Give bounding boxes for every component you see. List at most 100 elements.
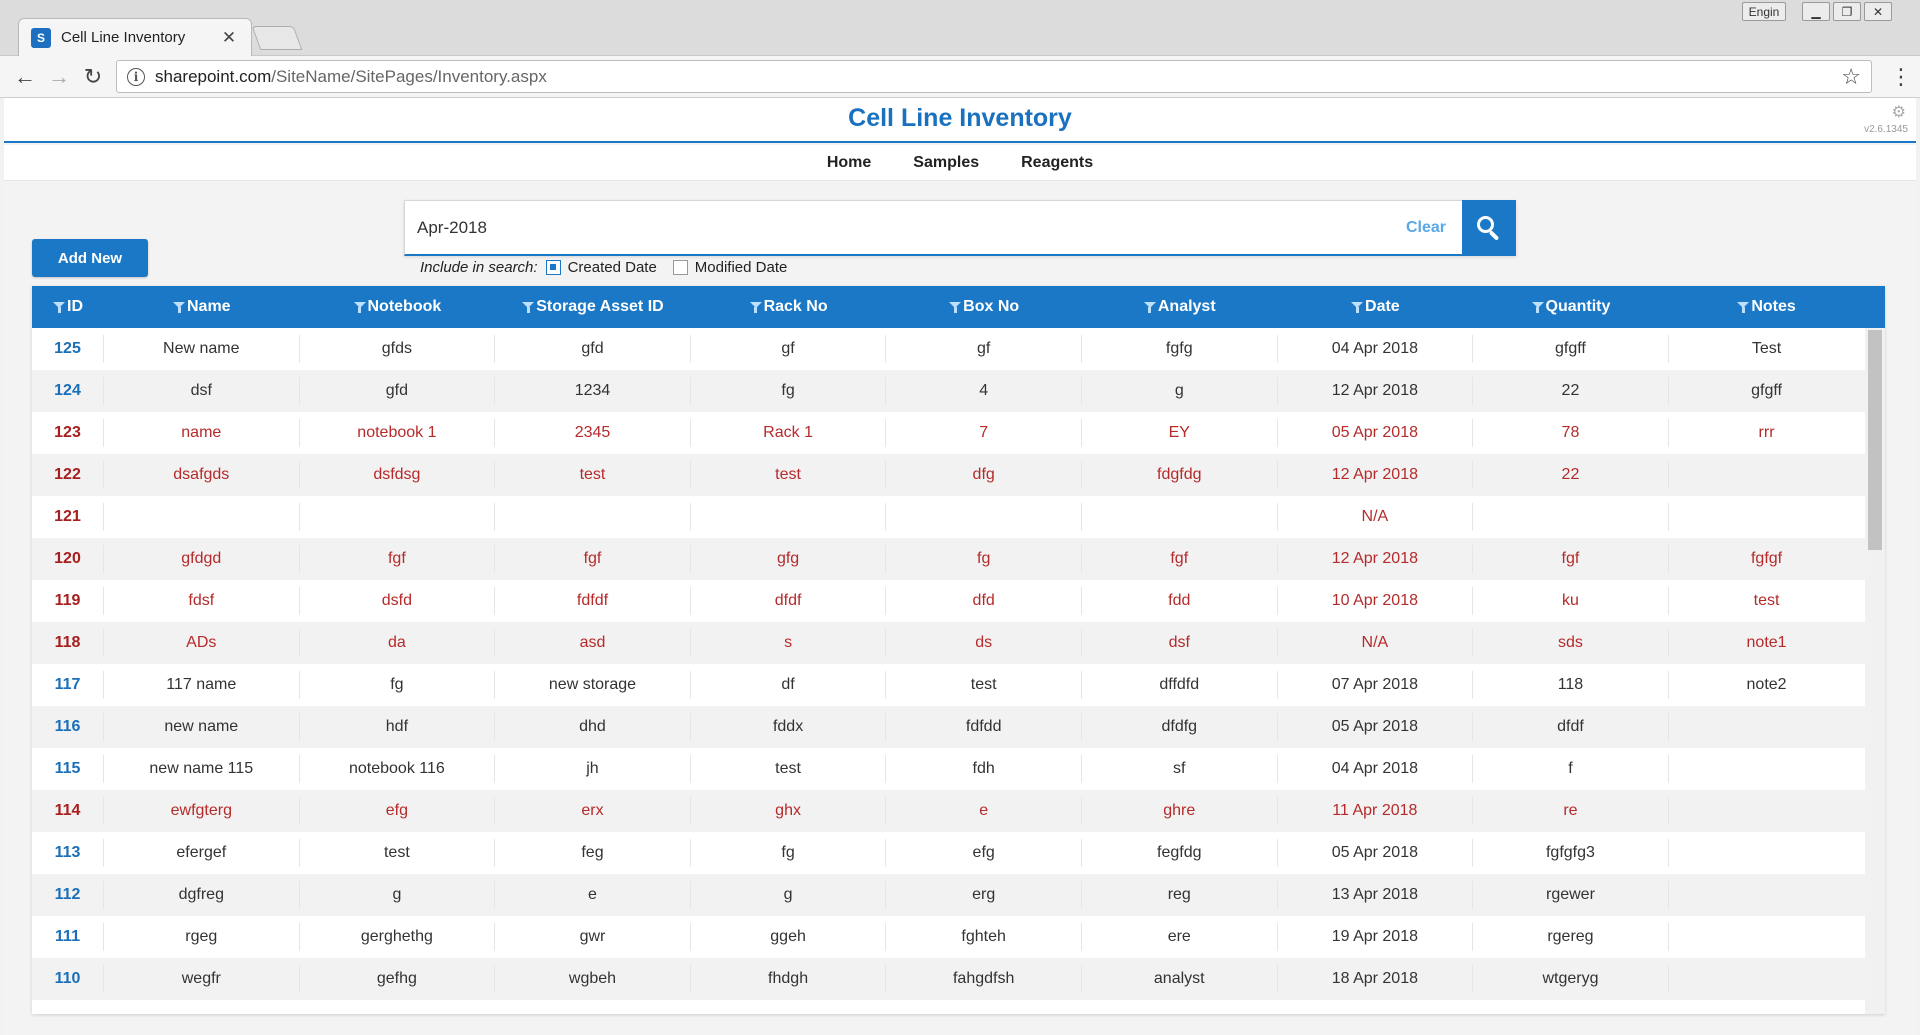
scrollbar-thumb[interactable] <box>1868 330 1882 550</box>
minimize-icon[interactable]: ▁ <box>1802 2 1830 21</box>
table-row[interactable]: 119 fdsf dsfd fdfdf dfdf dfd fdd 10 Apr 2018 ku t… <box>32 580 1865 622</box>
column-header-name[interactable]: Name <box>104 298 300 316</box>
clear-search-link[interactable]: Clear <box>1406 219 1447 236</box>
cell-name: name <box>104 419 300 447</box>
cell-id[interactable]: 112 <box>32 881 104 909</box>
table-row[interactable]: 122 dsafgds dsfdsg test test dfg fdgfdg 12 Apr … <box>32 454 1865 496</box>
cell-id[interactable]: 125 <box>32 335 104 363</box>
url-host: sharepoint.com <box>155 66 272 86</box>
table-row[interactable]: 113 efergef test feg fg efg fegfdg 05 Apr 2018 f… <box>32 832 1865 874</box>
filter-icon[interactable] <box>1351 301 1364 313</box>
address-bar[interactable]: i sharepoint.com/SiteName/SitePages/Inve… <box>116 60 1872 93</box>
close-tab-icon[interactable]: ✕ <box>221 27 237 47</box>
column-header-notebook[interactable]: Notebook <box>300 298 496 316</box>
cell-name: new name <box>104 713 300 741</box>
back-arrow-icon[interactable]: ← <box>14 64 36 89</box>
cell-id[interactable]: 115 <box>32 755 104 783</box>
cell-name: New name <box>104 335 300 363</box>
new-tab-button[interactable] <box>251 26 303 50</box>
nav-home[interactable]: Home <box>826 154 872 171</box>
filter-icon[interactable] <box>749 301 762 313</box>
filter-icon[interactable] <box>53 301 65 313</box>
column-label: Storage Asset ID <box>536 298 664 315</box>
cell-box: ds <box>886 629 1082 657</box>
browser-tab[interactable]: S Cell Line Inventory ✕ <box>18 18 252 56</box>
search-button[interactable] <box>1462 200 1516 256</box>
cell-quantity: dfdf <box>1473 713 1669 741</box>
cell-id[interactable]: 114 <box>32 797 104 825</box>
filter-icon[interactable] <box>173 301 185 313</box>
table-row[interactable]: 111 rgeg gerghethg gwr ggeh fghteh ere 19 Apr 2… <box>32 916 1865 958</box>
column-label: Box No <box>963 298 1020 315</box>
table-row[interactable]: 114 ewfgterg efg erx ghx e ghre 11 Apr 2018 re <box>32 790 1865 832</box>
cell-notebook: test <box>300 839 496 867</box>
table-row[interactable]: 118 ADs da asd s ds dsf N/A sds note1 <box>32 622 1865 664</box>
language-button[interactable]: Engin <box>1742 2 1786 21</box>
cell-storage: e <box>495 881 691 909</box>
table-scrollbar[interactable] <box>1865 328 1885 1014</box>
cell-notebook: da <box>300 629 496 657</box>
column-header-quantity[interactable]: Quantity <box>1473 298 1669 316</box>
info-icon[interactable]: i <box>127 67 145 86</box>
filter-icon[interactable] <box>1531 301 1544 313</box>
close-window-icon[interactable]: ✕ <box>1864 2 1892 21</box>
cell-id[interactable]: 121 <box>32 503 104 531</box>
cell-id[interactable]: 119 <box>32 587 104 615</box>
reload-icon[interactable]: ↻ <box>83 64 103 89</box>
table-row[interactable]: 112 dgfreg g e g erg reg 13 Apr 2018 rgewer <box>32 874 1865 916</box>
cell-name: efergef <box>104 839 300 867</box>
cell-id[interactable]: 123 <box>32 419 104 447</box>
table-row[interactable]: 117 117 name fg new storage df test dffdfd 07 A… <box>32 664 1865 706</box>
cell-box: fg <box>886 545 1082 573</box>
cell-id[interactable]: 118 <box>32 629 104 657</box>
bookmark-star-icon[interactable]: ☆ <box>1841 63 1861 89</box>
cell-rack: Rack 1 <box>691 419 887 447</box>
column-header-date[interactable]: Date <box>1278 298 1474 316</box>
cell-id[interactable]: 120 <box>32 545 104 573</box>
filter-icon[interactable] <box>1737 301 1750 313</box>
cell-name: dsf <box>104 377 300 405</box>
table-row[interactable]: 121 N/A <box>32 496 1865 538</box>
forward-arrow-icon[interactable]: → <box>48 64 70 89</box>
cell-rack: ghx <box>691 797 887 825</box>
cell-id[interactable]: 113 <box>32 839 104 867</box>
filter-icon[interactable] <box>1143 301 1156 313</box>
table-row[interactable]: 123 name notebook 1 2345 Rack 1 7 EY 05 Apr 201… <box>32 412 1865 454</box>
column-header-box-no[interactable]: Box No <box>886 298 1082 316</box>
nav-reagents[interactable]: Reagents <box>1021 154 1094 171</box>
gear-icon[interactable]: ⚙ <box>1891 104 1906 121</box>
column-header-storage-asset-id[interactable]: Storage Asset ID <box>495 298 691 316</box>
filter-icon[interactable] <box>522 301 535 313</box>
restore-icon[interactable]: ❐ <box>1833 2 1861 21</box>
cell-id[interactable]: 122 <box>32 461 104 489</box>
nav-samples[interactable]: Samples <box>913 154 980 171</box>
cell-box: gf <box>886 335 1082 363</box>
add-new-button[interactable]: Add New <box>32 239 148 277</box>
search-input[interactable] <box>405 201 1405 255</box>
column-header-analyst[interactable]: Analyst <box>1082 298 1278 316</box>
table-row[interactable]: 116 new name hdf dhd fddx fdfdd dfdfg 05 Apr 20… <box>32 706 1865 748</box>
cell-notebook: gfds <box>300 335 496 363</box>
table-row[interactable]: 120 gfdgd fgf fgf gfg fg fgf 12 Apr 2018 fgf fgfg… <box>32 538 1865 580</box>
column-header-notes[interactable]: Notes <box>1669 298 1865 316</box>
created-date-checkbox[interactable] <box>545 260 561 275</box>
table-row[interactable]: 110 wegfr gefhg wgbeh fhdgh fahgdfsh analyst 18… <box>32 958 1865 1000</box>
cell-quantity: 118 <box>1473 671 1669 699</box>
filter-icon[interactable] <box>949 301 962 313</box>
column-header-id[interactable]: ID <box>32 298 104 316</box>
cell-id[interactable]: 124 <box>32 377 104 405</box>
table-row[interactable]: 125 New name gfds gfd gf gf fgfg 04 Apr 2018 gfg… <box>32 328 1865 370</box>
cell-id[interactable]: 111 <box>32 923 104 951</box>
table-row[interactable]: 115 new name 115 notebook 116 jh test fdh sf 04… <box>32 748 1865 790</box>
cell-id[interactable]: 117 <box>32 671 104 699</box>
column-label: Notebook <box>367 298 442 315</box>
cell-quantity <box>1473 503 1669 531</box>
table-row[interactable]: 124 dsf gfd 1234 fg 4 g 12 Apr 2018 22 gfgff <box>32 370 1865 412</box>
column-header-rack-no[interactable]: Rack No <box>691 298 887 316</box>
filter-icon[interactable] <box>353 301 366 313</box>
cell-id[interactable]: 116 <box>32 713 104 741</box>
modified-date-checkbox[interactable] <box>672 260 688 275</box>
cell-id[interactable]: 110 <box>32 965 104 993</box>
browser-menu-icon[interactable]: ⋮ <box>1890 64 1912 89</box>
include-label: Include in search: <box>420 259 538 276</box>
